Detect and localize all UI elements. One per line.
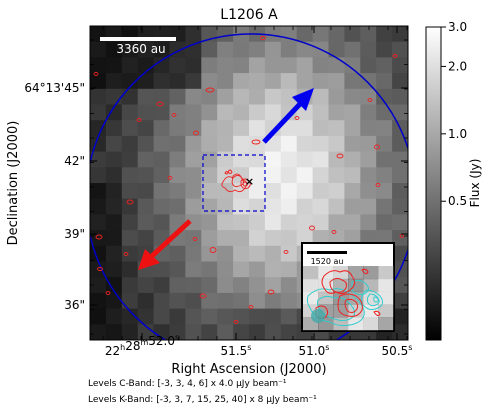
colorbar-ticks: 3.0 2.0 1.0 0.5 <box>441 20 467 208</box>
y-axis-label: Declination (J2000) <box>6 121 21 246</box>
inset-panel: 1520 au <box>301 242 395 332</box>
chart-title: L1206 A <box>220 7 278 23</box>
x-tick-labels: 22h28m52.0s 51.5s 51.0s 50.5s <box>105 333 413 358</box>
colorbar-tick-label-0: 3.0 <box>448 20 467 34</box>
x-tick-label-2: 51.0s <box>299 343 330 358</box>
zoom-region-box <box>202 154 266 212</box>
colorbar-label: Flux (Jy) <box>468 159 482 208</box>
beam-circle <box>90 33 408 340</box>
x-tick-label-1: 51.5s <box>221 343 252 358</box>
scale-bar: 3360 au <box>100 37 176 56</box>
plot-frame <box>89 25 409 341</box>
levels-k-band: Levels K-Band: [-3, 3, 7, 15, 25, 40] x … <box>88 395 317 405</box>
y-tick-label-1: 42" <box>64 154 85 168</box>
x-axis-label: Right Ascension (J2000) <box>171 362 326 377</box>
y-tick-label-0: 64°13'45" <box>24 81 85 95</box>
colorbar-tick-label-2: 1.0 <box>448 127 467 141</box>
colorbar-tick-label-3: 0.5 <box>448 194 467 208</box>
inset-scale-label: 1520 au <box>311 257 344 266</box>
source-marker: × <box>245 175 254 188</box>
outflow-blue-arrow <box>262 88 314 144</box>
c-band-contours <box>93 36 405 324</box>
y-tick-label-3: 36" <box>64 298 85 312</box>
axis-ticks <box>90 26 408 340</box>
y-tick-labels: 64°13'45" 42" 39" 36" <box>24 81 85 312</box>
outflow-red-arrow <box>138 219 192 270</box>
x-tick-label-0: 22h28m52.0s <box>105 333 179 358</box>
y-tick-label-2: 39" <box>64 227 85 241</box>
colorbar <box>425 26 442 341</box>
x-tick-label-3: 50.5s <box>382 343 413 358</box>
colorbar-tick-label-1: 2.0 <box>448 59 467 73</box>
levels-c-band: Levels C-Band: [-3, 3, 4, 6] x 4.0 μJy b… <box>88 379 287 389</box>
scale-bar-label: 3360 au <box>116 42 165 56</box>
